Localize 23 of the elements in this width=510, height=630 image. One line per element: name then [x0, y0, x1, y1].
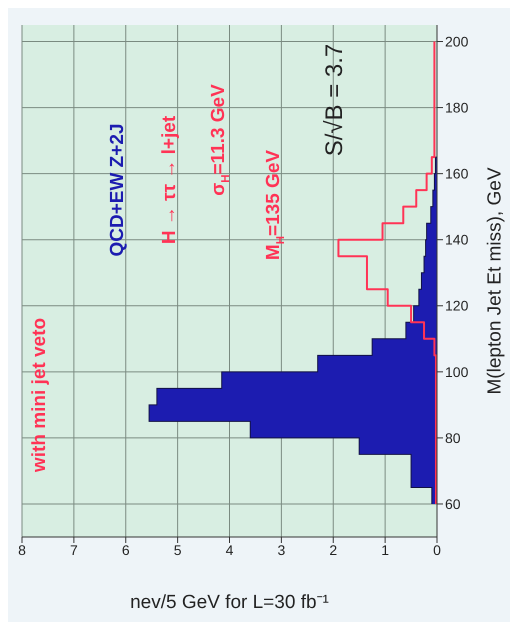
y-tick-label: 60: [445, 496, 461, 512]
annotation: S/√B = 3.7: [321, 44, 348, 156]
y-tick-label: 160: [445, 166, 469, 182]
y-tick-label: 120: [445, 298, 469, 314]
x-tick-label: 4: [226, 542, 234, 558]
y-tick-label: 180: [445, 100, 469, 116]
x-tick-label: 5: [174, 542, 182, 558]
y-tick-label: 200: [445, 33, 469, 50]
x-tick-label: 2: [329, 542, 338, 558]
text: QCD+EW Z+2J: [107, 123, 129, 257]
x-tick-label: 8: [18, 542, 26, 558]
x-tick-label: 0: [433, 542, 442, 558]
x-tick-label: 1: [381, 542, 390, 558]
annotation: with mini jet veto: [29, 318, 50, 472]
x-axis-title: nev/5 GeV for L=30 fb⁻¹: [130, 592, 329, 613]
y-tick-label: 140: [445, 232, 469, 248]
text: H → ττ → l+jet: [159, 116, 181, 244]
x-tick-label: 6: [122, 542, 130, 558]
x-tick-label: 7: [70, 542, 78, 558]
y-tick-label: 80: [445, 430, 461, 446]
y-axis-title: M(lepton Jet Et miss), GeV: [484, 167, 506, 395]
x-tick-label: 3: [277, 542, 286, 558]
y-tick-label: 100: [445, 364, 469, 380]
